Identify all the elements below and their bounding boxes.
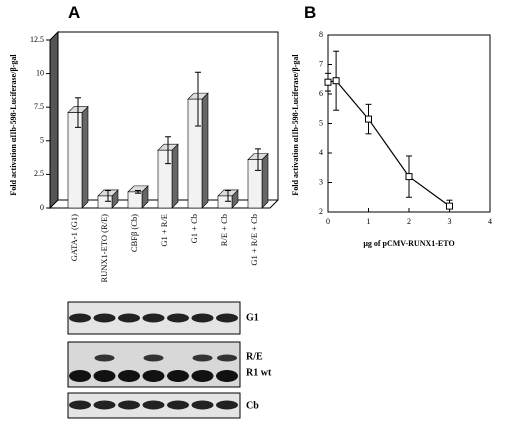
bar (217, 195, 233, 209)
blot-band (143, 354, 164, 362)
bar-side (201, 92, 209, 209)
error-bar (165, 136, 171, 165)
x-tick-label: 4 (488, 217, 492, 226)
error-bar (255, 148, 261, 171)
blot-band (69, 370, 91, 382)
y-tick-label: 3 (319, 177, 323, 186)
blot-band (192, 354, 213, 362)
x-tick-label: 1 (367, 217, 371, 226)
y-tick-label: 4 (319, 148, 323, 157)
blot-band (142, 370, 165, 382)
bar (187, 98, 203, 209)
y-tick-label: 6 (319, 89, 323, 98)
point (405, 173, 413, 181)
blot-band (118, 400, 140, 410)
blot-band (216, 400, 238, 410)
bar (127, 191, 143, 209)
x-tick-label: 3 (448, 217, 452, 226)
blot-band (69, 400, 91, 410)
bar (67, 112, 83, 209)
x-tick-label: 2 (407, 217, 411, 226)
y-tick-label: 5 (319, 118, 323, 127)
error-bar (195, 71, 201, 127)
blot-label: R1 wt (246, 367, 272, 378)
x-axis-label: μg of pCMV-RUNX1-ETO (363, 239, 454, 248)
bar-side (81, 105, 89, 209)
blot-band (216, 313, 238, 323)
blot-band (167, 370, 189, 382)
blot-band (167, 313, 189, 323)
bar (97, 195, 113, 209)
x-tick-label: CBFβ (Cb) (129, 214, 139, 252)
blot-label: R/E (246, 351, 263, 362)
error-bar (75, 97, 81, 128)
blot-band (118, 370, 140, 382)
blot-band (142, 313, 165, 323)
y-tick-label: 8 (319, 30, 323, 39)
panel-label: B (304, 3, 316, 22)
blot-band (93, 400, 116, 410)
y-tick-label: 7.5 (34, 102, 44, 111)
point (365, 115, 372, 123)
y-tick-label: 7 (319, 59, 323, 68)
error-bar (225, 190, 231, 202)
blot-band (93, 370, 116, 382)
y-axis-label: Fold activation αIIb-598-Luciferase/β-ga… (9, 54, 18, 196)
blot-band (167, 400, 189, 410)
panel-label: A (68, 3, 80, 22)
blot-band (191, 400, 214, 410)
blot-band (217, 354, 237, 362)
blot-band (118, 313, 140, 323)
y-tick-label: 5 (40, 136, 44, 145)
x-tick-label: 0 (326, 217, 330, 226)
y-axis-label: Fold activation αIIb-598-Luciferase/β-ga… (291, 54, 300, 196)
back-wall (49, 30, 59, 210)
blot-band (69, 313, 91, 323)
y-tick-label: 12.5 (30, 35, 44, 44)
error-bar (105, 190, 111, 202)
bar (247, 159, 263, 209)
blot-band (142, 400, 165, 410)
y-tick-label: 2.5 (34, 169, 44, 178)
point (446, 202, 453, 210)
y-tick-label: 2 (319, 207, 323, 216)
blot-band (94, 354, 115, 362)
bar-side (171, 143, 179, 209)
point (332, 77, 340, 85)
bar (157, 149, 173, 209)
blot-band (191, 370, 214, 382)
blot-band (216, 370, 238, 382)
line (327, 80, 450, 207)
blot-label: Cb (246, 400, 259, 411)
x-tick-label: GATA-1 (G1) (69, 214, 79, 261)
blot-band (93, 313, 116, 323)
error-bar (135, 190, 141, 194)
bar-side (261, 152, 269, 209)
x-tick-label: G1 + R/E (159, 214, 169, 247)
x-tick-label: RUNX1-ETO (R/E) (99, 214, 109, 283)
x-tick-label: G1 + R/E + Cb (249, 214, 259, 266)
y-tick-label: 0 (40, 203, 44, 212)
point (324, 78, 332, 86)
x-tick-label: G1 + Cb (189, 214, 199, 243)
blot-label: G1 (246, 312, 259, 323)
blot-band (191, 313, 214, 323)
x-tick-label: R/E + Cb (219, 214, 229, 246)
y-tick-label: 10 (36, 68, 44, 77)
